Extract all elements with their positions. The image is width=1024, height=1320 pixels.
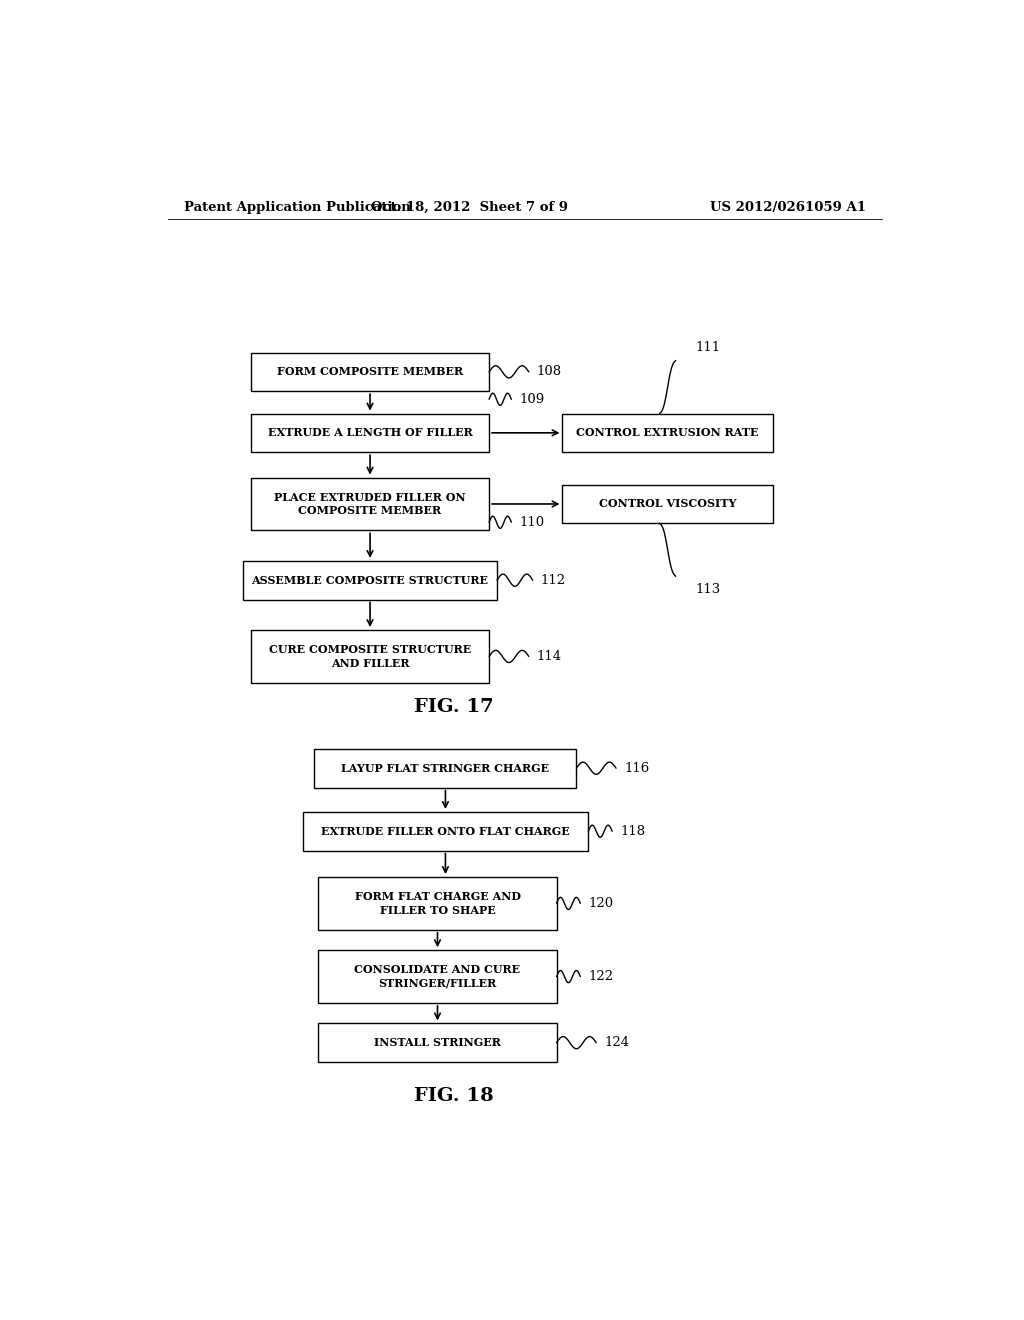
Text: LAYUP FLAT STRINGER CHARGE: LAYUP FLAT STRINGER CHARGE [341,763,550,774]
Text: 124: 124 [604,1036,630,1049]
Text: 111: 111 [695,341,721,354]
Text: CONSOLIDATE AND CURE
STRINGER/FILLER: CONSOLIDATE AND CURE STRINGER/FILLER [354,964,520,989]
FancyBboxPatch shape [251,352,489,391]
FancyBboxPatch shape [251,478,489,531]
Text: 110: 110 [519,516,545,529]
Text: 109: 109 [519,393,545,405]
Text: CONTROL EXTRUSION RATE: CONTROL EXTRUSION RATE [577,428,759,438]
Text: 122: 122 [588,970,613,983]
FancyBboxPatch shape [562,413,773,453]
Text: 113: 113 [695,583,721,595]
Text: 118: 118 [621,825,645,838]
Text: 120: 120 [588,896,613,909]
FancyBboxPatch shape [318,950,557,1003]
Text: CURE COMPOSITE STRUCTURE
AND FILLER: CURE COMPOSITE STRUCTURE AND FILLER [269,644,471,669]
Text: ASSEMBLE COMPOSITE STRUCTURE: ASSEMBLE COMPOSITE STRUCTURE [252,574,488,586]
FancyBboxPatch shape [314,748,577,788]
Text: FIG. 17: FIG. 17 [414,698,494,717]
Text: US 2012/0261059 A1: US 2012/0261059 A1 [710,201,866,214]
Text: Patent Application Publication: Patent Application Publication [183,201,411,214]
FancyBboxPatch shape [318,1023,557,1063]
Text: EXTRUDE A LENGTH OF FILLER: EXTRUDE A LENGTH OF FILLER [267,428,472,438]
Text: PLACE EXTRUDED FILLER ON
COMPOSITE MEMBER: PLACE EXTRUDED FILLER ON COMPOSITE MEMBE… [274,491,466,516]
Text: 112: 112 [541,574,566,586]
Text: 114: 114 [537,649,562,663]
FancyBboxPatch shape [251,413,489,453]
FancyBboxPatch shape [318,876,557,929]
Text: INSTALL STRINGER: INSTALL STRINGER [374,1038,501,1048]
FancyBboxPatch shape [562,484,773,523]
FancyBboxPatch shape [243,561,497,599]
Text: FIG. 18: FIG. 18 [414,1086,494,1105]
FancyBboxPatch shape [303,812,588,850]
Text: Oct. 18, 2012  Sheet 7 of 9: Oct. 18, 2012 Sheet 7 of 9 [371,201,567,214]
Text: CONTROL VISCOSITY: CONTROL VISCOSITY [599,499,736,510]
Text: EXTRUDE FILLER ONTO FLAT CHARGE: EXTRUDE FILLER ONTO FLAT CHARGE [322,826,569,837]
Text: 108: 108 [537,366,562,379]
Text: 116: 116 [624,762,649,775]
FancyBboxPatch shape [251,630,489,682]
Text: FORM COMPOSITE MEMBER: FORM COMPOSITE MEMBER [276,367,463,378]
Text: FORM FLAT CHARGE AND
FILLER TO SHAPE: FORM FLAT CHARGE AND FILLER TO SHAPE [354,891,520,916]
